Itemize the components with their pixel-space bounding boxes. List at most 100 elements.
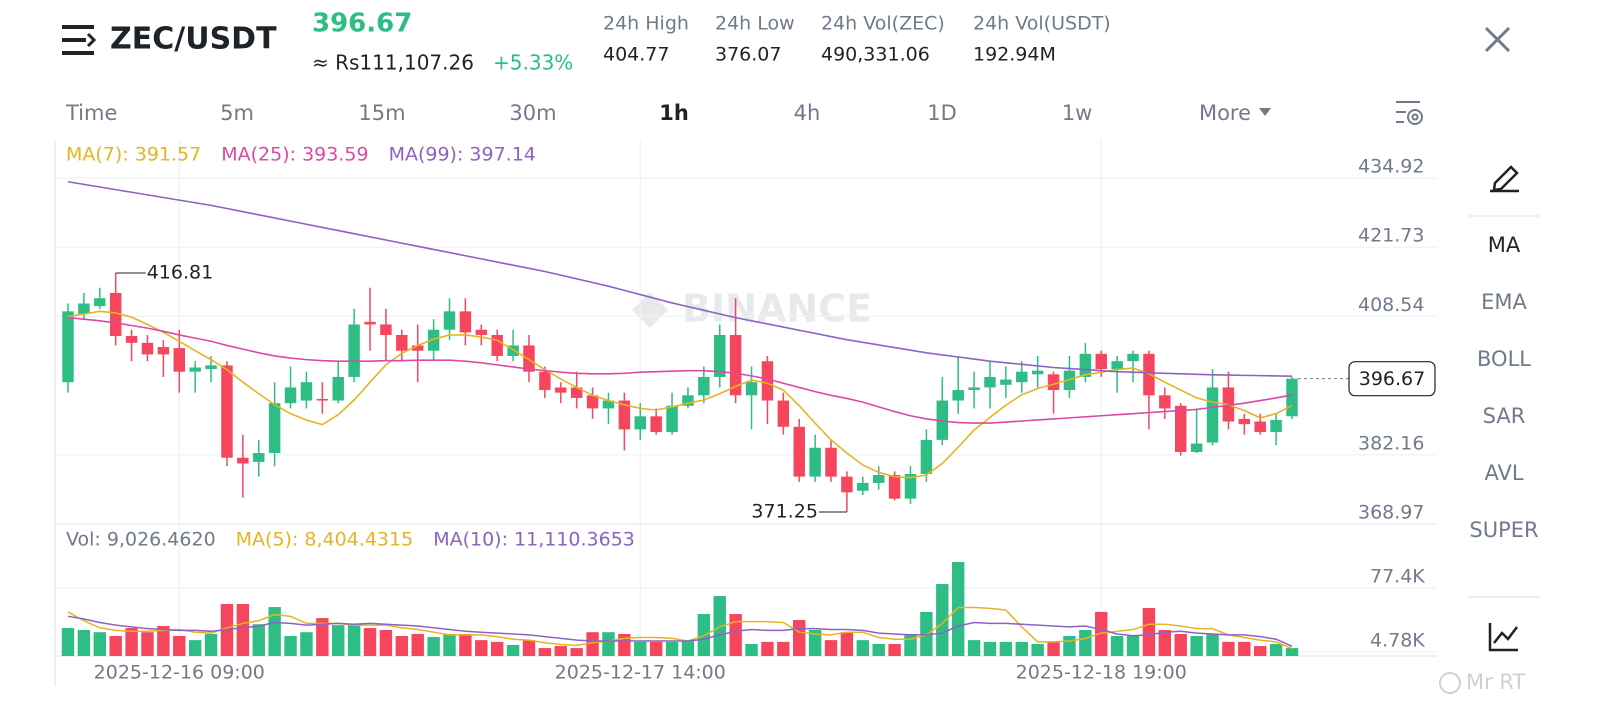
candle-body bbox=[1095, 353, 1107, 370]
volume-bar bbox=[761, 641, 774, 656]
candle-body bbox=[205, 365, 217, 370]
icon-axes bbox=[1488, 623, 1518, 652]
volume-bar bbox=[1285, 648, 1299, 656]
interval-tab[interactable]: 5m bbox=[220, 101, 254, 125]
y-tick-label: 382.16 bbox=[1358, 432, 1424, 454]
candle-body bbox=[1111, 361, 1123, 370]
fiat-price: ≈ Rs111,107.26 bbox=[312, 51, 474, 75]
volume-bar bbox=[109, 635, 122, 656]
candle-body bbox=[634, 416, 646, 430]
candle-body bbox=[237, 457, 249, 464]
price-change: +5.33% bbox=[493, 51, 573, 75]
candle-body bbox=[1127, 353, 1139, 362]
stat-label: 24h Vol(ZEC) bbox=[821, 13, 945, 35]
dropdown-arrow bbox=[1259, 108, 1272, 116]
interval-tab[interactable]: 4h bbox=[794, 101, 821, 125]
volume-bar bbox=[538, 648, 552, 656]
y-tick-label: 77.4K bbox=[1370, 565, 1425, 587]
interval-tab[interactable]: 1D bbox=[927, 101, 957, 125]
volume-bar bbox=[729, 614, 742, 656]
volume-bar bbox=[793, 620, 806, 656]
interval-tab[interactable]: 15m bbox=[358, 101, 405, 125]
volume-bar bbox=[284, 635, 297, 656]
indicator-chart-icon[interactable] bbox=[1488, 623, 1518, 652]
volume-bar bbox=[618, 633, 631, 656]
candle-body bbox=[761, 361, 774, 401]
candle-body bbox=[1175, 405, 1187, 452]
volume-bar bbox=[490, 641, 504, 656]
indicator-option[interactable]: SUPER bbox=[1469, 518, 1538, 542]
candle-body bbox=[364, 321, 376, 325]
interval-tab[interactable]: More bbox=[1199, 101, 1251, 125]
stat-value: 404.77 bbox=[603, 44, 669, 66]
volume-bar bbox=[1126, 635, 1140, 656]
candle-body bbox=[411, 345, 424, 351]
volume-bar bbox=[856, 640, 870, 656]
current-price-box bbox=[1348, 361, 1436, 397]
volume-bar bbox=[379, 629, 393, 656]
candle-body bbox=[268, 403, 281, 454]
candle-body bbox=[141, 342, 154, 355]
candle-body bbox=[284, 387, 297, 404]
volume-bar bbox=[1190, 635, 1203, 656]
watermark-text: BINANCE bbox=[682, 287, 872, 331]
pencil bbox=[1492, 165, 1519, 192]
indicator-option[interactable]: AVL bbox=[1484, 461, 1523, 485]
candle-body bbox=[904, 473, 917, 499]
volume-bar bbox=[634, 641, 647, 656]
candle-body bbox=[888, 475, 901, 499]
candle-body bbox=[586, 395, 599, 409]
draw-tool-icon[interactable] bbox=[1490, 165, 1519, 193]
candle-body bbox=[380, 324, 392, 335]
user-watermark: Mr RT bbox=[1439, 670, 1525, 694]
y-tick-label: 434.92 bbox=[1358, 155, 1424, 177]
interval-tab[interactable]: 30m bbox=[509, 101, 556, 125]
volume-bar bbox=[125, 628, 138, 656]
interval-tab[interactable]: 1w bbox=[1062, 101, 1093, 125]
volume-bar bbox=[252, 624, 265, 656]
menu-icon[interactable] bbox=[62, 25, 97, 55]
candle-body bbox=[968, 387, 980, 391]
interval-tab[interactable]: 1h bbox=[659, 101, 689, 125]
icon-gear bbox=[1407, 109, 1423, 125]
volume-bar bbox=[570, 648, 583, 656]
candle-body bbox=[682, 395, 694, 406]
y-tick-label: 368.97 bbox=[1358, 502, 1424, 524]
indicator-option[interactable]: MA bbox=[1488, 233, 1521, 257]
candle-body bbox=[189, 367, 201, 372]
watermark-icon bbox=[1439, 672, 1461, 694]
volume-bar bbox=[363, 628, 377, 656]
stat-label: 24h Low bbox=[715, 13, 795, 35]
volume-bar bbox=[1110, 635, 1124, 656]
candle-body bbox=[1254, 421, 1266, 433]
volume-bar bbox=[681, 640, 695, 656]
current-price-label: 396.67 bbox=[1359, 368, 1425, 390]
volume-bar bbox=[872, 644, 885, 656]
candle-body bbox=[443, 311, 456, 330]
last-price: 396.67 bbox=[312, 9, 412, 39]
legend-entry: MA(5): 8,404.4315 bbox=[236, 529, 414, 551]
high-label: 416.81 bbox=[147, 262, 213, 284]
volume-bar bbox=[967, 640, 981, 656]
volume-bar bbox=[347, 624, 361, 656]
volume-bar bbox=[141, 632, 154, 656]
volume-bar bbox=[808, 629, 822, 656]
volume-bar bbox=[554, 646, 567, 656]
candle-body bbox=[952, 390, 964, 401]
candle-body bbox=[1270, 419, 1282, 433]
interval-tab[interactable]: Time bbox=[65, 101, 117, 125]
volume-bar bbox=[1031, 644, 1044, 656]
indicator-option[interactable]: BOLL bbox=[1477, 347, 1531, 371]
close-button[interactable] bbox=[1484, 26, 1511, 53]
chart-settings-icon[interactable] bbox=[1396, 101, 1423, 125]
volume-bar bbox=[61, 628, 75, 656]
candle-body bbox=[1286, 378, 1298, 417]
volume-label: Vol: 9,026.4620 bbox=[66, 529, 216, 551]
volume-bar bbox=[777, 641, 790, 656]
y-tick-label: 421.73 bbox=[1358, 225, 1424, 247]
indicator-option[interactable]: SAR bbox=[1483, 404, 1526, 428]
volume-bar bbox=[443, 633, 456, 656]
indicator-option[interactable]: EMA bbox=[1481, 290, 1527, 314]
volume-bar bbox=[411, 633, 424, 656]
volume-bar bbox=[268, 607, 281, 656]
